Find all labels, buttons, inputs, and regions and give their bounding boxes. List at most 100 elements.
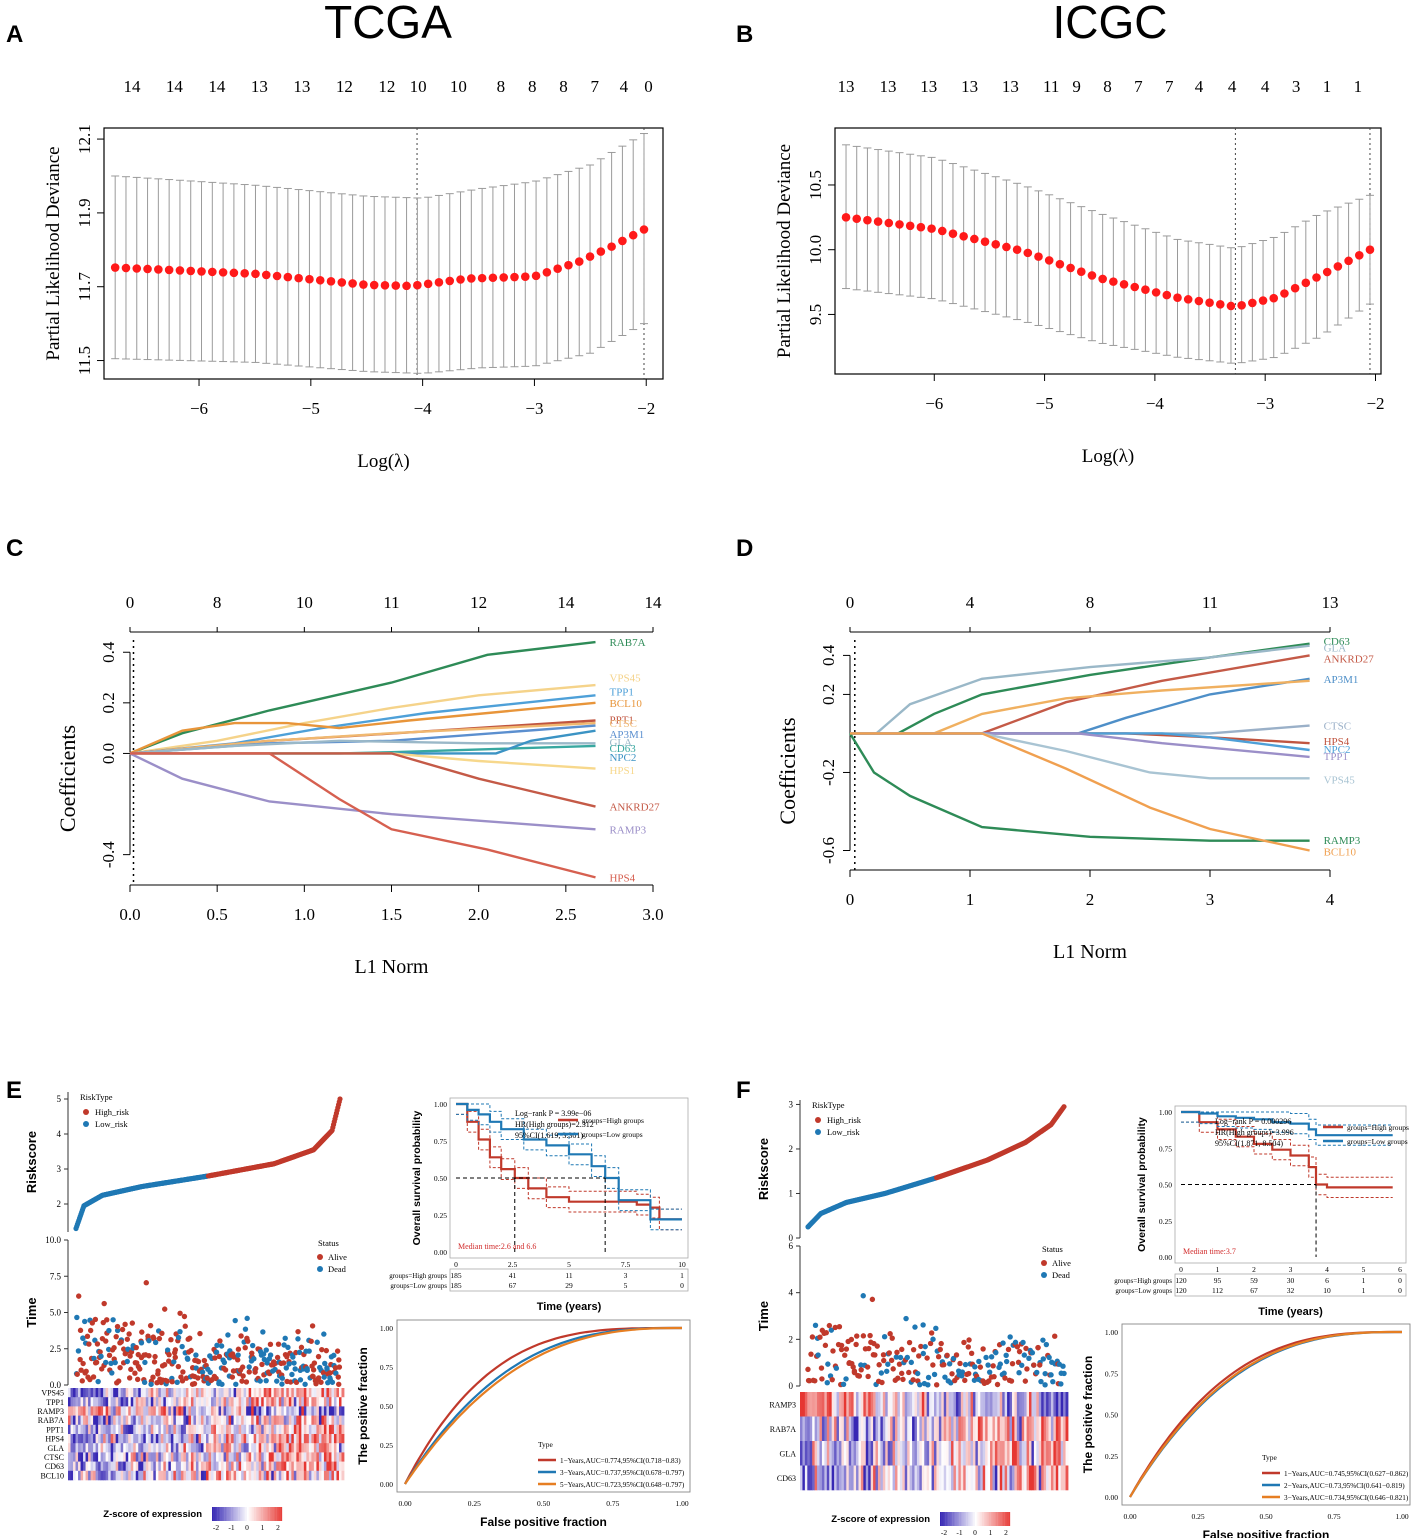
heatmap-cell: [208, 1424, 212, 1435]
heatmap-cell: [130, 1415, 134, 1426]
coef-label-cd63: CD63: [1324, 636, 1351, 648]
heatmap-cell: [1048, 1465, 1052, 1491]
heatmap-cell: [946, 1441, 950, 1466]
riskscore-tick-label: 1: [789, 1188, 794, 1198]
heatmap-cell: [836, 1416, 840, 1442]
km-ylabel: Overall survival probability: [411, 1110, 423, 1245]
risk-table-cell: 112: [1212, 1286, 1223, 1295]
time-point: [138, 1340, 145, 1346]
heatmap-cell: [246, 1424, 250, 1435]
heatmap-cell: [276, 1452, 280, 1462]
heatmap-cell: [313, 1406, 317, 1416]
time-point: [263, 1347, 269, 1353]
zscore-scale-cell: [962, 1512, 965, 1526]
time-point: [103, 1359, 109, 1366]
heatmap-cell: [206, 1443, 209, 1453]
zscore-scale-tick: 1: [989, 1528, 993, 1537]
time-point: [1014, 1344, 1021, 1350]
heatmap-cell: [943, 1441, 947, 1466]
heatmap-cell: [143, 1397, 147, 1407]
heatmap-cell: [263, 1461, 267, 1472]
zscore-scale-cell: [983, 1512, 986, 1526]
heatmap-cell: [173, 1415, 177, 1426]
heatmap-cell: [293, 1406, 297, 1416]
heatmap-cell: [203, 1388, 207, 1398]
heatmap-cell: [185, 1397, 189, 1407]
time-point: [805, 1366, 811, 1373]
heatmap-cell: [921, 1465, 925, 1491]
heatmap-cell: [195, 1434, 199, 1444]
heatmap-cell: [73, 1424, 76, 1435]
time-point: [848, 1336, 855, 1343]
heatmap-cell: [148, 1424, 152, 1435]
time-point: [106, 1327, 112, 1334]
heatmap-cell: [965, 1465, 969, 1491]
heatmap-cell: [226, 1434, 229, 1444]
deviance-point: [272, 271, 282, 281]
x-tick-label: 3: [1206, 890, 1215, 909]
heatmap-cell: [243, 1388, 247, 1398]
time-point: [162, 1306, 168, 1312]
heatmap-cell: [165, 1470, 169, 1481]
zscore-scale-tick: -1: [956, 1528, 962, 1537]
heatmap-cell: [243, 1406, 247, 1416]
time-point: [864, 1364, 871, 1370]
roc-ytick-label: 0.50: [1105, 1411, 1118, 1420]
heatmap-cell: [246, 1470, 250, 1481]
heatmap-cell: [860, 1465, 864, 1491]
legend-dot-low: [815, 1129, 821, 1135]
y-axis-label: Coefficients: [775, 717, 800, 824]
heatmap-cell: [328, 1424, 332, 1435]
heatmap-cell: [298, 1406, 302, 1416]
heatmap-cell: [98, 1406, 102, 1416]
time-point: [832, 1324, 838, 1331]
panel-letter-a: A: [6, 21, 23, 48]
x-tick-label: 2.0: [468, 905, 489, 924]
heatmap-cell: [185, 1424, 189, 1435]
heatmap-cell: [328, 1406, 332, 1416]
heatmap-cell: [258, 1397, 262, 1407]
time-point: [1007, 1334, 1013, 1340]
heatmap-cell: [138, 1434, 142, 1444]
time-point: [897, 1354, 904, 1361]
heatmap-cell: [821, 1416, 825, 1442]
time-point: [948, 1380, 954, 1386]
heatmap-cell: [163, 1397, 167, 1407]
top-count-label: 4: [1261, 77, 1270, 96]
heatmap-cell: [296, 1415, 300, 1426]
heatmap-cell: [318, 1424, 322, 1435]
heatmap-cell: [90, 1415, 94, 1426]
time-point: [1023, 1345, 1029, 1352]
heatmap-cell: [826, 1392, 830, 1417]
heatmap-cell: [328, 1434, 332, 1444]
heatmap-cell: [338, 1470, 342, 1481]
y-tick-label: 11.9: [75, 198, 94, 227]
heatmap-cell: [216, 1388, 219, 1398]
heatmap-cell: [997, 1465, 1001, 1491]
heatmap-cell: [333, 1443, 337, 1453]
heatmap-cell: [155, 1452, 159, 1462]
heatmap-cell: [826, 1465, 830, 1491]
heatmap-cell: [1024, 1416, 1027, 1442]
heatmap-cell: [108, 1388, 112, 1398]
heatmap-gene-label: RAB7A: [38, 1416, 64, 1425]
time-point: [75, 1348, 82, 1354]
heatmap-cell: [298, 1452, 302, 1462]
heatmap-cell: [261, 1461, 265, 1472]
heatmap-cell: [145, 1461, 149, 1472]
heatmap-cell: [150, 1406, 154, 1416]
time-point: [928, 1330, 935, 1336]
riskscore-tick-label: 0: [789, 1233, 794, 1243]
heatmap-cell: [128, 1415, 132, 1426]
heatmap-gene-label: TPP1: [46, 1398, 64, 1407]
top-count-label: 3: [1292, 77, 1301, 96]
time-point: [181, 1313, 188, 1320]
time-point: [1001, 1370, 1007, 1376]
y-axis-label: Coefficients: [55, 725, 80, 832]
time-point: [112, 1359, 118, 1366]
heatmap-cell: [268, 1397, 272, 1407]
heatmap-cell: [175, 1388, 179, 1398]
km-xtick-label: 5: [567, 1260, 571, 1269]
heatmap-cell: [93, 1470, 96, 1481]
heatmap-cell: [228, 1434, 232, 1444]
